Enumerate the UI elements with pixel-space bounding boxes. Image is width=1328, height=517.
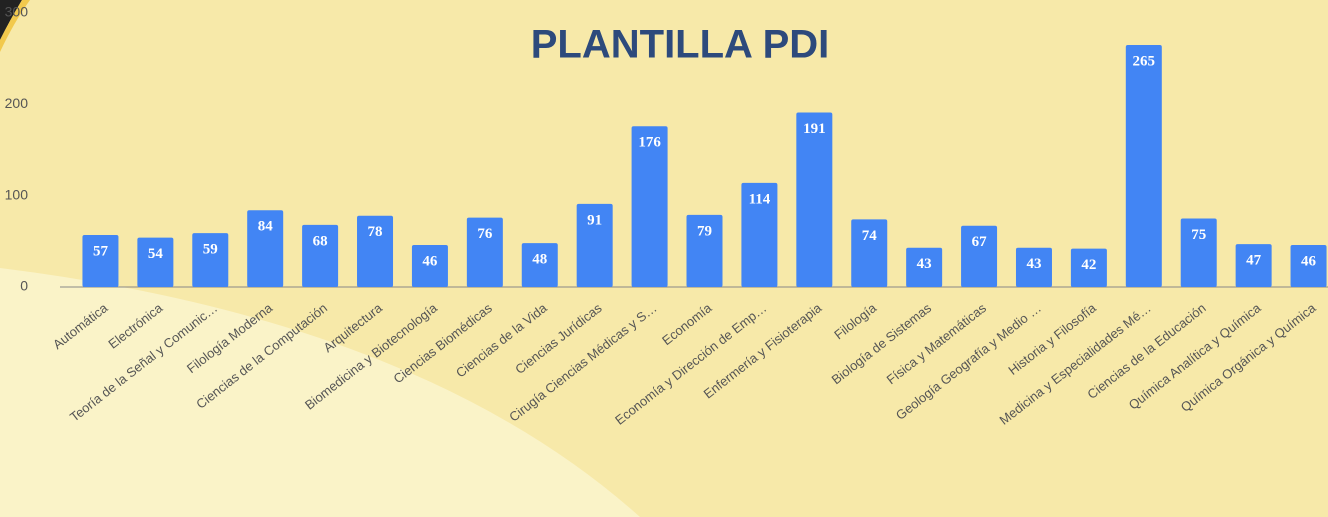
bar [851, 219, 888, 287]
bar [1125, 44, 1162, 287]
data-label: 48 [532, 252, 547, 268]
data-label: 76 [477, 226, 493, 242]
corner-shape [0, 0, 22, 40]
y-tick-label: 200 [5, 95, 29, 111]
data-label: 91 [587, 212, 602, 228]
bar [796, 112, 833, 287]
data-label: 46 [1301, 253, 1317, 269]
data-label: 75 [1191, 227, 1206, 243]
bar [686, 214, 723, 287]
data-label: 42 [1081, 257, 1096, 273]
bar [576, 203, 613, 287]
data-label: 68 [313, 233, 328, 249]
y-tick-label: 0 [20, 278, 28, 294]
bar [466, 217, 503, 287]
data-label: 84 [258, 219, 274, 235]
data-label: 67 [972, 234, 988, 250]
bar [906, 247, 943, 287]
data-label: 57 [93, 243, 109, 259]
data-label: 176 [638, 135, 661, 151]
y-tick-label: 100 [5, 186, 29, 202]
bar [192, 233, 229, 287]
data-label: 78 [368, 224, 383, 240]
bar [961, 225, 998, 287]
background-shape [0, 268, 640, 517]
bar [1290, 244, 1327, 287]
chart-title: PLANTILLA PDI [531, 23, 830, 67]
bar [137, 237, 174, 287]
bar [631, 126, 668, 288]
bar [411, 244, 448, 287]
bar [741, 182, 778, 287]
bar [1235, 244, 1272, 287]
bar [1015, 247, 1052, 287]
data-label: 74 [862, 228, 878, 244]
data-label: 191 [803, 121, 826, 137]
bar [521, 243, 558, 287]
data-label: 43 [917, 256, 932, 272]
data-label: 265 [1133, 53, 1156, 69]
data-label: 114 [749, 191, 771, 207]
y-tick-label: 300 [5, 4, 29, 20]
data-label: 43 [1026, 256, 1041, 272]
bar [1070, 248, 1107, 287]
bar [302, 224, 339, 287]
data-label: 59 [203, 242, 218, 258]
bar [82, 234, 119, 287]
data-label: 46 [422, 253, 438, 269]
data-label: 47 [1246, 253, 1262, 269]
data-label: 54 [148, 246, 164, 262]
bar [357, 215, 394, 287]
data-label: 79 [697, 223, 712, 239]
bar [1180, 218, 1217, 287]
bar [247, 210, 284, 287]
